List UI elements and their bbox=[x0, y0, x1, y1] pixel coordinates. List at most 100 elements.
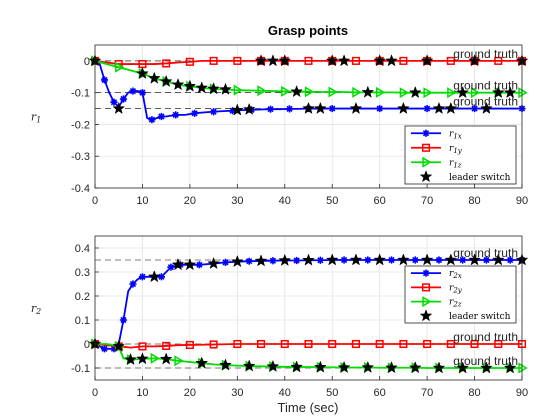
legend-label-r1z: r1z bbox=[449, 158, 462, 169]
leader-switch-point bbox=[266, 359, 280, 372]
point-r2y bbox=[399, 339, 408, 349]
point-r2y bbox=[494, 339, 503, 349]
x-tick-label: 10 bbox=[136, 195, 148, 207]
x-tick-label: 70 bbox=[421, 195, 433, 207]
point-r1z bbox=[281, 85, 291, 97]
legend: r1x r1y r1z leader switch bbox=[404, 125, 517, 185]
y-tick-label: -0.4 bbox=[71, 183, 90, 195]
point-r2y bbox=[351, 339, 360, 349]
legend-label-r1x: r1x bbox=[449, 129, 462, 140]
point-r2x bbox=[269, 257, 277, 265]
leader-switch-point bbox=[385, 54, 398, 67]
legend-marker-r2x bbox=[422, 269, 430, 277]
leader-switch-point bbox=[480, 361, 493, 374]
point-r2x bbox=[110, 345, 118, 353]
point-r2y bbox=[138, 342, 147, 351]
y-tick-label: -0.1 bbox=[71, 363, 90, 375]
ground-truth-label: ground truth bbox=[453, 330, 518, 344]
point-r2x bbox=[100, 345, 109, 353]
x-axis-label: Time (sec) bbox=[278, 400, 339, 415]
leader-switch-point bbox=[313, 360, 327, 373]
leader-switch-point bbox=[337, 360, 351, 373]
leader-switch-point bbox=[385, 361, 398, 374]
point-r2x bbox=[435, 256, 443, 264]
point-r1x bbox=[285, 105, 294, 113]
point-r1x bbox=[266, 105, 275, 113]
point-r1x bbox=[110, 98, 118, 106]
leader-switch-point bbox=[349, 101, 363, 114]
leader-switch-point bbox=[408, 85, 422, 99]
leader-switch-point bbox=[183, 258, 197, 271]
leader-switch-point bbox=[420, 54, 434, 67]
point-r2x bbox=[195, 261, 203, 269]
leader-switch-point bbox=[242, 102, 256, 115]
point-r1x bbox=[328, 104, 336, 113]
leader-switch-point bbox=[373, 253, 387, 266]
legend-marker-leader-switch bbox=[419, 309, 433, 322]
legend-label-r2z: r2z bbox=[449, 298, 462, 309]
point-r1y bbox=[446, 56, 455, 65]
leader-switch-point bbox=[171, 258, 185, 271]
legend-marker-r2y bbox=[421, 283, 431, 292]
point-r1x bbox=[157, 112, 166, 121]
point-r2y bbox=[209, 340, 218, 349]
point-r2y bbox=[257, 339, 266, 349]
point-r2x bbox=[245, 257, 253, 265]
point-r1z bbox=[447, 87, 457, 99]
legend-marker-r1y bbox=[421, 143, 431, 152]
point-r1z bbox=[352, 86, 362, 98]
leader-switch-point bbox=[207, 82, 221, 95]
x-tick-label: 20 bbox=[184, 195, 196, 207]
leader-switch-point bbox=[219, 82, 232, 95]
x-tick-label: 30 bbox=[231, 387, 243, 399]
point-r2y bbox=[280, 339, 289, 349]
point-r1z bbox=[399, 87, 410, 99]
leader-switch-point bbox=[503, 85, 517, 99]
leader-switch-point bbox=[491, 85, 505, 99]
leader-switch-point bbox=[266, 54, 280, 67]
x-tick-label: 50 bbox=[326, 387, 338, 399]
point-r1y bbox=[304, 56, 313, 65]
leader-switch-point bbox=[230, 254, 244, 268]
x-tick-label: 50 bbox=[326, 195, 338, 207]
chart-title: Grasp points bbox=[268, 23, 348, 38]
subplot-r2: ground truth ground truth ground truth 0 10 2… bbox=[31, 235, 529, 399]
point-r2y bbox=[423, 339, 432, 349]
leader-switch-point bbox=[254, 254, 268, 267]
leader-switch-point bbox=[396, 253, 410, 266]
point-r1z bbox=[375, 86, 386, 98]
leader-switch-point bbox=[302, 253, 315, 266]
series-line-r2y bbox=[94, 343, 522, 349]
y-tick-label: -0.1 bbox=[71, 88, 90, 100]
leader-switch-point bbox=[290, 84, 304, 98]
legend-marker-leader-switch bbox=[419, 170, 433, 183]
point-r2x bbox=[221, 258, 230, 266]
point-r1x bbox=[376, 104, 384, 113]
point-r2x bbox=[138, 273, 147, 281]
subplot-r1: ground truth ground truth ground truth 0 10 2… bbox=[31, 44, 529, 207]
leader-switch-point bbox=[147, 270, 161, 283]
point-r1y bbox=[399, 56, 408, 65]
point-r1x bbox=[423, 104, 431, 113]
series-line-r1y bbox=[94, 59, 522, 65]
leader-switch-point bbox=[361, 360, 375, 373]
leader-switch-point bbox=[361, 85, 375, 98]
series-leader-switch bbox=[88, 253, 529, 374]
axes-frame bbox=[94, 44, 523, 189]
series-leader-switch bbox=[88, 54, 529, 116]
leader-switch-point bbox=[420, 253, 434, 266]
leader-switch-point bbox=[112, 339, 126, 352]
point-r1x bbox=[129, 87, 137, 95]
series-line-r2x bbox=[94, 259, 522, 350]
leader-switch-point bbox=[183, 79, 197, 92]
leader-switch-point bbox=[432, 361, 446, 374]
leader-switch-point bbox=[159, 74, 173, 87]
ground-truth-label: ground truth bbox=[453, 79, 518, 93]
leader-switch-point bbox=[432, 101, 446, 114]
point-r1z bbox=[470, 87, 481, 99]
leader-switch-point bbox=[124, 352, 137, 366]
legend-marker-r1z bbox=[422, 156, 432, 168]
leader-switch-point bbox=[396, 101, 410, 114]
legend: r2x r2y r2z leader switch bbox=[404, 265, 517, 324]
